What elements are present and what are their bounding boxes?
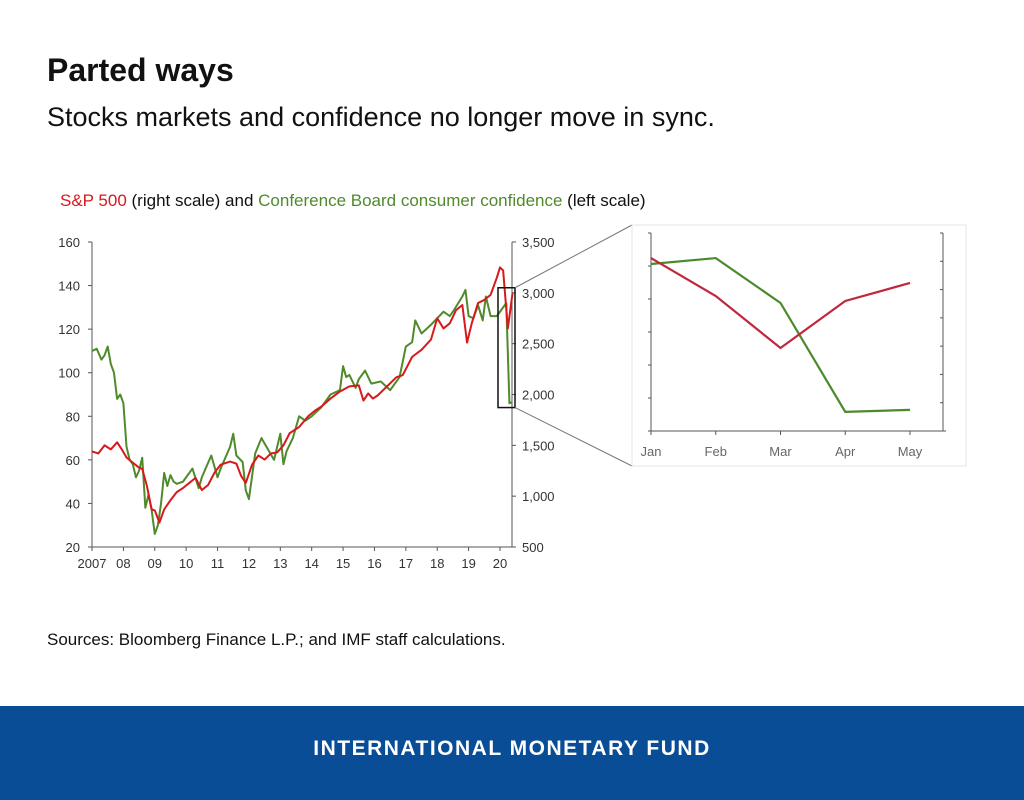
- chart-title-part: (right scale) and: [126, 191, 259, 210]
- left-tick-label: 100: [58, 366, 80, 381]
- chart: 20 40 60 80 100 120 140 160 500 1,000 1,500 2,000 2,…: [58, 224, 967, 571]
- inset-x-tick-label: Feb: [705, 444, 727, 459]
- left-tick-label: 40: [66, 496, 80, 511]
- left-tick-label: 60: [66, 453, 80, 468]
- page-subtitle: Stocks markets and confidence no longer …: [47, 102, 715, 132]
- footer-banner: INTERNATIONAL MONETARY FUND: [0, 706, 1024, 800]
- x-tick-label: 10: [179, 556, 193, 571]
- chart-title: S&P 500 (right scale) and Conference Boa…: [60, 191, 646, 211]
- chart-title-part: S&P 500: [60, 191, 127, 210]
- x-tick-label: 18: [430, 556, 444, 571]
- inset-x-tick-label: Apr: [835, 444, 856, 459]
- x-tick-label: 2007: [78, 556, 107, 571]
- inset-x-tick-label: Jan: [641, 444, 662, 459]
- sp500-line: [91, 266, 514, 524]
- zoom-connector: [514, 224, 633, 289]
- left-tick-label: 140: [58, 279, 80, 294]
- x-tick-label: 19: [461, 556, 475, 571]
- right-tick-label: 2,000: [522, 388, 555, 403]
- confidence-line: [91, 288, 513, 535]
- left-tick-label: 80: [66, 409, 80, 424]
- zoom-connector: [514, 407, 633, 467]
- inset-x-tick-label: May: [898, 444, 923, 459]
- x-tick-label: 13: [273, 556, 287, 571]
- left-tick-label: 20: [66, 540, 80, 555]
- chart-title-part: Conference Board consumer confidence: [258, 191, 563, 210]
- right-tick-label: 3,000: [522, 286, 555, 301]
- x-tick-label: 14: [304, 556, 318, 571]
- chart-title-part: (left scale): [562, 191, 646, 210]
- source-note: Sources: Bloomberg Finance L.P.; and IMF…: [47, 630, 506, 649]
- zoom-box: [497, 287, 516, 409]
- inset-panel: [631, 224, 967, 467]
- right-tick-label: 1,500: [522, 438, 555, 453]
- right-tick-label: 3,500: [522, 235, 555, 250]
- x-tick-label: 08: [116, 556, 130, 571]
- right-tick-label: 1,000: [522, 489, 555, 504]
- left-tick-label: 120: [58, 322, 80, 337]
- x-tick-label: 09: [148, 556, 162, 571]
- x-tick-label: 16: [367, 556, 381, 571]
- inset-x-tick-label: Mar: [769, 444, 792, 459]
- inset-confidence-line: [650, 256, 911, 413]
- x-tick-label: 15: [336, 556, 350, 571]
- right-tick-label: 500: [522, 540, 544, 555]
- page-title: Parted ways: [47, 52, 234, 88]
- x-tick-label: 17: [399, 556, 413, 571]
- right-tick-label: 2,500: [522, 337, 555, 352]
- left-tick-label: 160: [58, 235, 80, 250]
- x-tick-label: 11: [211, 556, 225, 571]
- x-tick-label: 20: [493, 556, 507, 571]
- inset-sp500-line: [650, 257, 911, 350]
- x-tick-label: 12: [242, 556, 256, 571]
